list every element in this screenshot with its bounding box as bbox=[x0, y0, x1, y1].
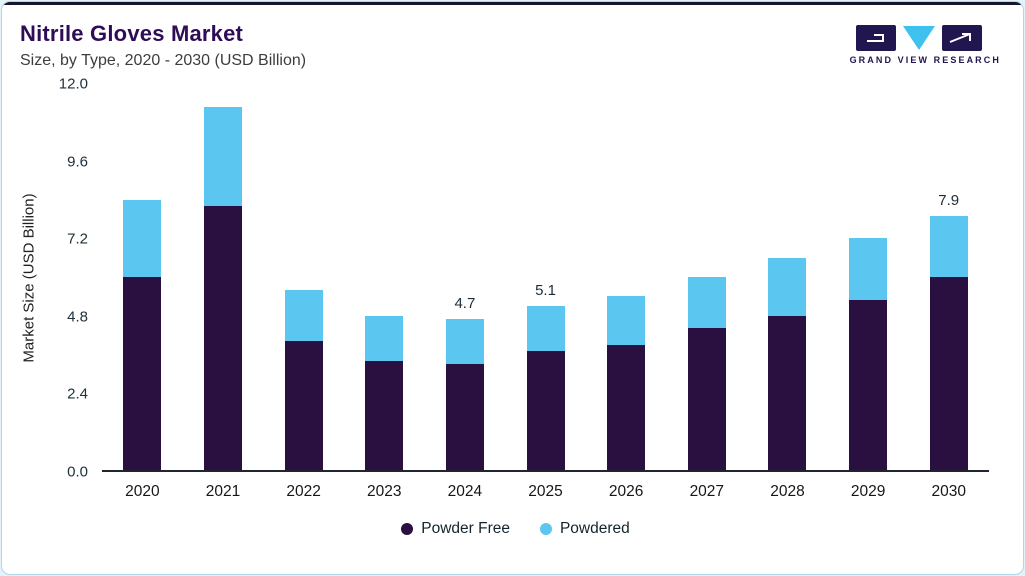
bar-2025: 5.1 bbox=[526, 84, 565, 470]
legend-dot-powder-free bbox=[401, 523, 414, 535]
y-axis-label: Market Size (USD Billion) bbox=[20, 193, 38, 363]
bar-group-2026: 2026 bbox=[586, 84, 667, 500]
bar-segment-2028-powdered bbox=[768, 257, 807, 316]
page-title: Nitrile Gloves Market bbox=[20, 21, 244, 46]
bar-group-2021: 2021 bbox=[183, 84, 264, 500]
bar-group-2020: 2020 bbox=[102, 84, 183, 500]
x-tick-2029: 2029 bbox=[850, 483, 886, 500]
gvr-logo-icon bbox=[856, 25, 983, 51]
y-tick-2.4: 2.4 bbox=[67, 385, 88, 403]
y-tick-12.0: 12.0 bbox=[58, 75, 88, 93]
plot-column: 0.0 2.4 4.8 7.2 9.6 12.0 2020 2021 2022 2023 4.7 2… bbox=[42, 76, 989, 538]
bar-segment-2029-powdered bbox=[849, 238, 888, 300]
header: Nitrile Gloves Market Size, by Type, 202… bbox=[2, 5, 1023, 70]
data-label-2024: 4.7 bbox=[454, 294, 476, 312]
bar-group-2027: 2027 bbox=[666, 84, 747, 500]
x-tick-2030: 2030 bbox=[931, 483, 966, 500]
bar-2029 bbox=[849, 84, 888, 470]
bar-segment-2026-powdered bbox=[607, 296, 646, 345]
bar-2028 bbox=[768, 84, 807, 470]
bar-segment-2027-powdered bbox=[687, 277, 726, 329]
legend-label: Powdered bbox=[559, 520, 630, 537]
plot-region: 2020 2021 2022 2023 4.7 2024 5.1 2025 2026 2027 20… bbox=[102, 84, 989, 500]
bar-2027 bbox=[687, 84, 726, 470]
x-tick-2022: 2022 bbox=[286, 483, 321, 500]
chart-area: Market Size (USD Billion) 0.0 2.4 4.8 7.2 9.… bbox=[2, 70, 1023, 538]
title-block: Nitrile Gloves Market Size, by Type, 202… bbox=[20, 21, 306, 70]
bar-segment-2023-powder-free bbox=[365, 360, 404, 470]
bar-group-2025: 5.1 2025 bbox=[505, 84, 586, 500]
bar-2023 bbox=[365, 84, 404, 470]
bar-2022 bbox=[284, 84, 323, 470]
y-tick-9.6: 9.6 bbox=[67, 153, 88, 171]
bar-segment-2026-powder-free bbox=[607, 344, 646, 470]
bar-group-2024: 4.7 2024 bbox=[425, 84, 506, 500]
x-tick-2026: 2026 bbox=[608, 483, 644, 500]
plot-row: 0.0 2.4 4.8 7.2 9.6 12.0 2020 2021 2022 2023 4.7 2… bbox=[42, 76, 989, 500]
gvr-logo: GRAND VIEW RESEARCH bbox=[850, 21, 1001, 65]
bar-segment-2024-powdered bbox=[445, 318, 484, 364]
y-axis-label-column: Market Size (USD Billion) bbox=[16, 84, 42, 472]
bar-segment-2027-powder-free bbox=[687, 328, 726, 470]
gvr-logo-text: GRAND VIEW RESEARCH bbox=[849, 55, 1001, 65]
data-label-2025: 5.1 bbox=[535, 281, 556, 299]
bar-segment-2028-powder-free bbox=[768, 315, 807, 470]
bar-2024: 4.7 bbox=[445, 84, 484, 470]
x-tick-2020: 2020 bbox=[125, 483, 160, 500]
chart-subtitle: Size, by Type, 2020 - 2030 (USD Billion) bbox=[20, 52, 307, 69]
legend-item-powder-free: Powder Free bbox=[401, 520, 510, 538]
bar-group-2022: 2022 bbox=[263, 84, 344, 500]
legend: Powder Free Powdered bbox=[42, 520, 989, 538]
bar-segment-2029-powder-free bbox=[849, 299, 888, 470]
y-axis-ticks: 0.0 2.4 4.8 7.2 9.6 12.0 bbox=[42, 76, 88, 481]
legend-label: Powder Free bbox=[421, 520, 510, 537]
data-label-2030: 7.9 bbox=[938, 191, 960, 209]
bar-segment-2021-powdered bbox=[203, 106, 242, 207]
bar-segment-2023-powdered bbox=[365, 315, 404, 361]
bar-group-2028: 2028 bbox=[747, 84, 828, 500]
bar-2026 bbox=[607, 84, 646, 470]
y-tick-7.2: 7.2 bbox=[67, 230, 88, 248]
bar-segment-2025-powder-free bbox=[526, 350, 565, 470]
bar-segment-2021-powder-free bbox=[203, 206, 242, 470]
legend-dot-powdered bbox=[539, 523, 552, 535]
x-tick-2027: 2027 bbox=[689, 483, 725, 500]
bar-group-2029: 2029 bbox=[828, 84, 909, 500]
bar-2030: 7.9 bbox=[929, 84, 968, 470]
bar-segment-2025-powdered bbox=[526, 305, 565, 351]
bar-segment-2022-powdered bbox=[284, 289, 323, 342]
bar-segment-2030-powder-free bbox=[929, 277, 968, 470]
bar-segment-2022-powder-free bbox=[284, 341, 323, 470]
y-tick-4.8: 4.8 bbox=[67, 308, 88, 326]
bar-segment-2020-powder-free bbox=[123, 277, 162, 470]
top-accent-strip bbox=[2, 2, 1023, 5]
x-tick-2021: 2021 bbox=[205, 483, 241, 500]
bar-segment-2024-powder-free bbox=[445, 363, 484, 470]
y-tick-0.0: 0.0 bbox=[67, 463, 88, 481]
x-tick-2025: 2025 bbox=[528, 483, 563, 500]
x-tick-2028: 2028 bbox=[770, 483, 805, 500]
x-tick-2024: 2024 bbox=[447, 483, 483, 500]
legend-item-powdered: Powdered bbox=[539, 520, 630, 538]
bar-2020 bbox=[123, 84, 162, 470]
bar-segment-2020-powdered bbox=[123, 199, 162, 277]
bar-segment-2030-powdered bbox=[929, 215, 968, 277]
bar-group-2030: 7.9 2030 bbox=[908, 84, 989, 500]
bar-group-2023: 2023 bbox=[344, 84, 425, 500]
bar-2021 bbox=[203, 84, 242, 470]
x-tick-2023: 2023 bbox=[367, 483, 402, 500]
